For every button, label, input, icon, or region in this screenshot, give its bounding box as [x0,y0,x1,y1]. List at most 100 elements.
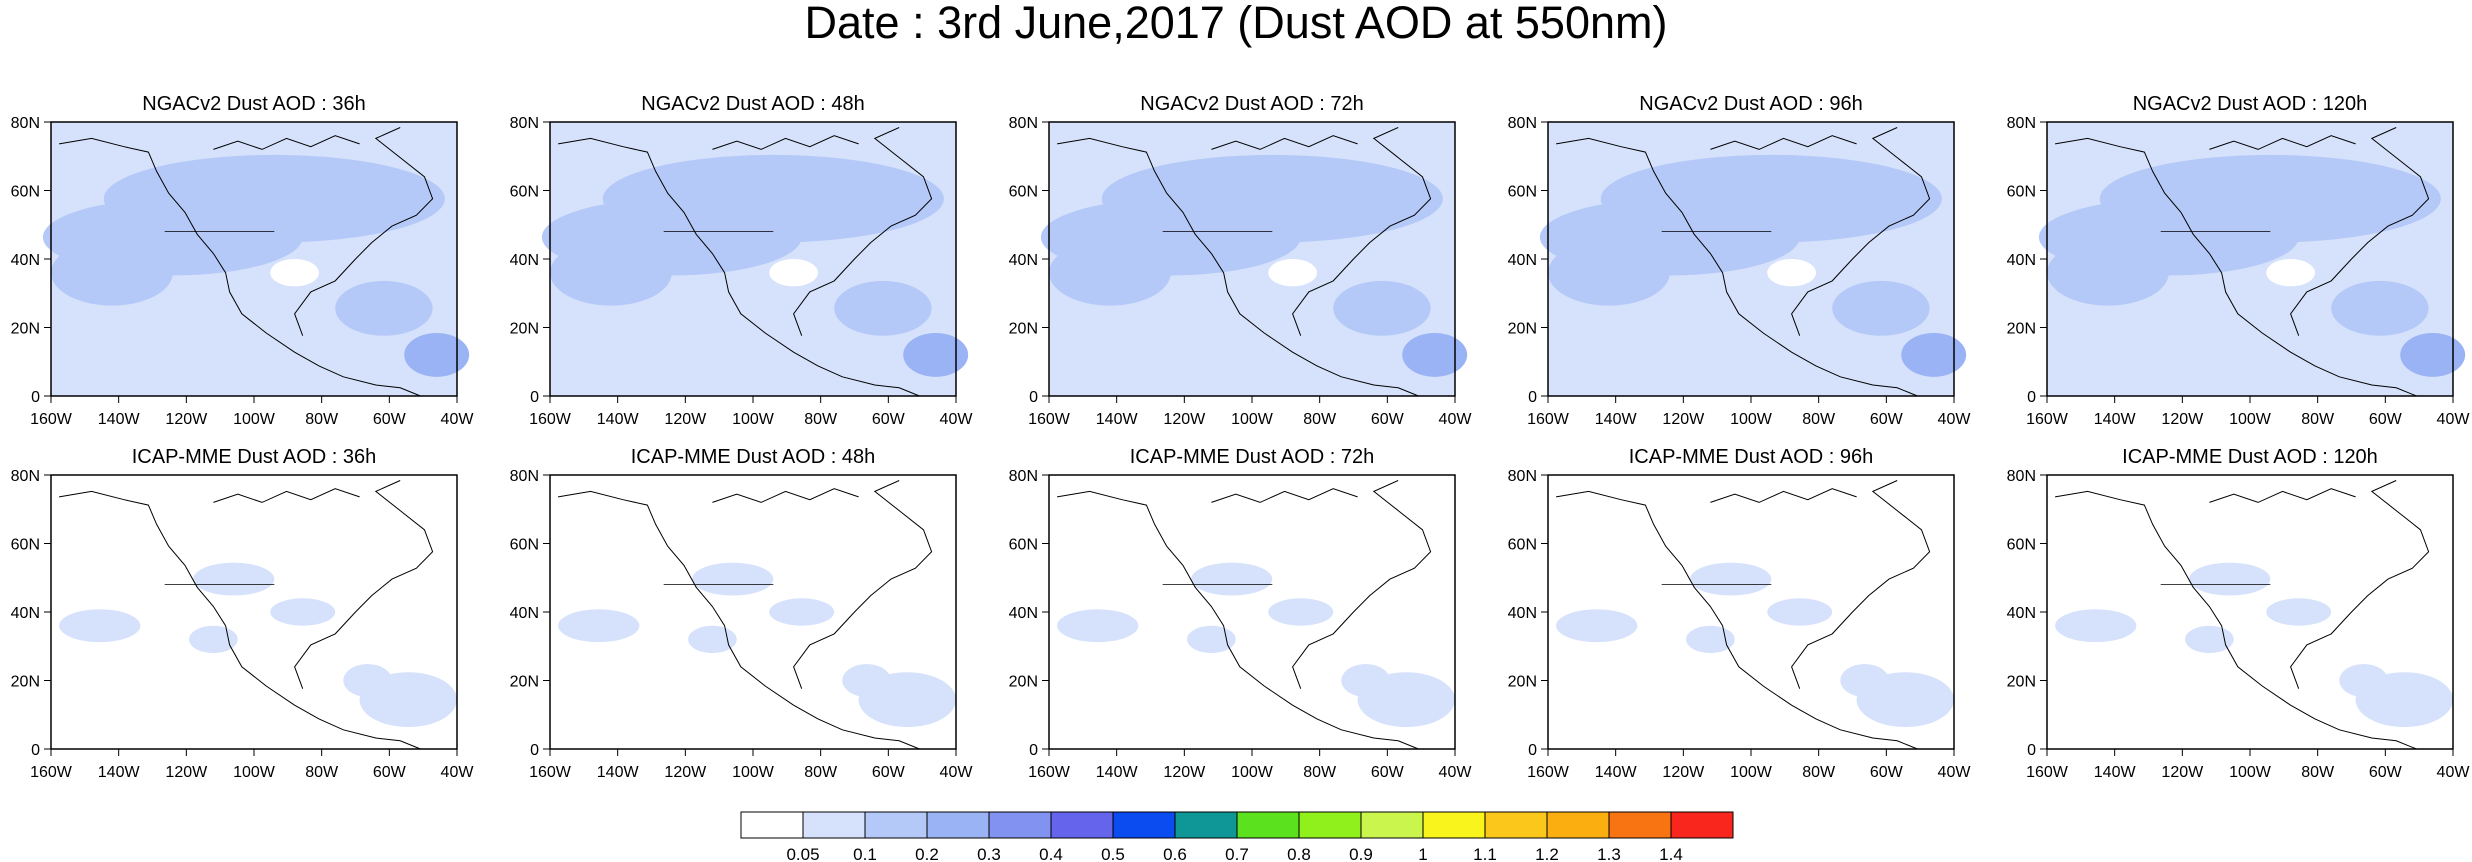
lon-tick-label: 100W [2229,764,2272,781]
lon-tick-label: 80W [305,764,339,781]
aod-shading [1901,332,1967,377]
coastline [2055,137,2417,397]
lat-tick-label: 20N [1009,321,1038,338]
lon-tick-label: 140W [98,764,141,781]
coastline [793,480,933,689]
colorbar-swatch [802,811,866,839]
colorbar-label: 0.8 [1287,845,1311,862]
map-panel: NGACv2 Dust AOD : 36h 80N 60N 40N 20N 0 160W 14… [11,93,475,428]
lon-tick-label: 120W [2161,411,2204,428]
map-panel: ICAP-MME Dust AOD : 72h 80N 60N 40N 20N 0 160W… [1009,446,1473,781]
coastline [294,480,434,689]
coastline [59,490,421,750]
lon-tick-label: 100W [1231,764,1274,781]
coastline [1556,490,1918,750]
aod-shading [1333,280,1431,336]
coastline [2209,488,2356,503]
lon-tick-label: 140W [2094,411,2137,428]
colorbar-swatch [988,811,1052,839]
lat-tick-label: 80N [2007,115,2036,132]
lon-tick-label: 100W [732,411,775,428]
colorbar-swatch [1484,811,1548,839]
lat-tick-label: 80N [510,468,539,485]
lon-tick-label: 40W [940,411,974,428]
lon-tick-label: 80W [1802,764,1836,781]
lon-tick-label: 60W [872,764,906,781]
lon-tick-label: 60W [373,411,407,428]
aod-shading [1268,259,1317,287]
lat-tick-label: 40N [1009,252,1038,269]
lat-tick-label: 80N [11,468,40,485]
map-panel: NGACv2 Dust AOD : 120h 80N 60N 40N 20N 0 160W 1… [2007,93,2471,428]
aod-shading [2189,562,2271,596]
aod-shading [2266,598,2332,626]
lon-tick-label: 60W [1371,411,1405,428]
colorbar-label: 0.4 [1039,845,1063,862]
colorbar-label: 1.2 [1535,845,1559,862]
lon-tick-label: 100W [1730,764,1773,781]
lat-tick-label: 40N [1009,605,1038,622]
aod-shading [842,664,892,697]
colorbar-swatch [926,811,990,839]
lat-tick-label: 60N [2007,537,2036,554]
colorbar-swatch [1112,811,1176,839]
lon-tick-label: 40W [2437,764,2471,781]
aod-shading [2400,332,2466,377]
lat-tick-label: 0 [2027,389,2036,406]
coastline [1057,137,1419,397]
lat-tick-label: 40N [510,252,539,269]
lat-tick-label: 80N [2007,468,2036,485]
colorbar-label: 0.6 [1163,845,1187,862]
lat-tick-label: 80N [1508,115,1537,132]
colorbar-label: 1.3 [1597,845,1621,862]
lon-tick-label: 80W [1303,411,1337,428]
map-panel: ICAP-MME Dust AOD : 96h 80N 60N 40N 20N 0 160W… [1508,446,1972,781]
lat-tick-label: 60N [510,537,539,554]
lon-tick-label: 40W [1938,764,1972,781]
lat-tick-label: 60N [1009,537,1038,554]
lon-tick-label: 80W [1802,411,1836,428]
aod-shading [1049,239,1171,306]
lat-tick-label: 60N [2007,184,2036,201]
lon-tick-label: 40W [1439,411,1473,428]
lon-tick-label: 160W [30,411,73,428]
lon-tick-label: 120W [165,764,208,781]
lat-tick-label: 80N [1009,115,1038,132]
lat-tick-label: 0 [1029,742,1038,759]
colorbar-label: 1 [1418,845,1427,862]
panel-title: ICAP-MME Dust AOD : 120h [2122,446,2378,468]
coastline [1710,135,1857,150]
lat-tick-label: 20N [1009,674,1038,691]
coastline [1556,137,1918,397]
coastline [2055,490,2417,750]
lon-tick-label: 40W [1938,411,1972,428]
coastline [294,127,434,336]
panel-title: ICAP-MME Dust AOD : 36h [132,446,377,468]
coastline [213,488,360,503]
lon-tick-label: 120W [1163,764,1206,781]
lat-tick-label: 60N [11,537,40,554]
lon-tick-label: 120W [664,764,707,781]
coastline [1211,135,1358,150]
aod-shading [2339,664,2389,697]
coastline [2209,135,2356,150]
lon-tick-label: 40W [940,764,974,781]
lat-tick-label: 40N [1508,252,1537,269]
lat-tick-label: 0 [2027,742,2036,759]
aod-shading [343,664,393,697]
lon-tick-label: 100W [732,764,775,781]
lat-tick-label: 20N [11,674,40,691]
lon-tick-label: 80W [804,764,838,781]
aod-shading [1686,625,1735,654]
lon-tick-label: 60W [1870,411,1904,428]
coastline [1211,488,1358,503]
aod-shading [1556,609,1638,643]
lat-tick-label: 0 [31,389,40,406]
lon-tick-label: 140W [1595,764,1638,781]
lon-tick-label: 60W [1870,764,1904,781]
lat-tick-label: 0 [31,742,40,759]
colorbar-label: 0.5 [1101,845,1125,862]
aod-shading [1341,664,1391,697]
colorbar-swatch [1608,811,1672,839]
aod-shading [2266,259,2315,287]
